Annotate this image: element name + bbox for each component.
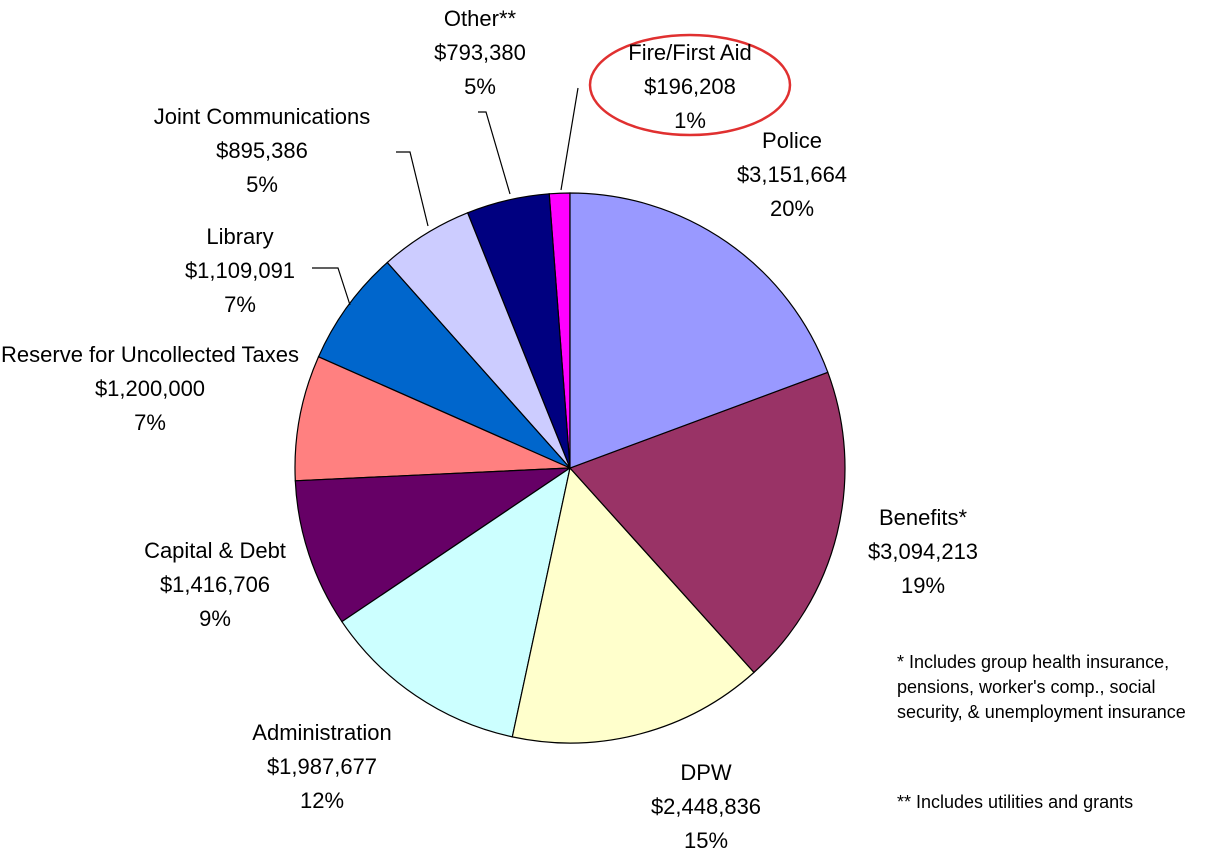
- category-label: DPW: [680, 760, 732, 785]
- slice-label: Administration $1,987,677 12%: [192, 716, 452, 818]
- percent-label: 7%: [134, 410, 166, 435]
- slice: [317, 261, 571, 469]
- percent-label: 1%: [674, 108, 706, 133]
- leader-line: [560, 87, 579, 191]
- slice-label: Other** $793,380 5%: [380, 2, 580, 104]
- slice: [294, 356, 571, 482]
- value-label: $1,987,677: [266, 754, 378, 779]
- value-label: $3,151,664: [736, 162, 848, 187]
- category-label: Fire/First Aid: [628, 40, 752, 65]
- category-label: Administration: [252, 720, 392, 745]
- leader-line: [478, 111, 511, 195]
- leader-line: [396, 151, 429, 227]
- percent-label: 15%: [683, 828, 729, 853]
- slice-label: Reserve for Uncollected Taxes $1,200,000 7…: [0, 338, 300, 440]
- slice-label: Police $3,151,664 20%: [672, 124, 912, 226]
- footnote: ** Includes utilities and grants: [897, 792, 1134, 812]
- percent-label: 5%: [464, 74, 496, 99]
- value-label: $196,208: [644, 74, 736, 99]
- highlight-circle: [588, 33, 792, 137]
- slice: [341, 466, 571, 738]
- slice-label: Fire/First Aid $196,208 1%: [590, 36, 790, 138]
- category-label: Police: [762, 128, 822, 153]
- slice: [294, 467, 573, 623]
- value-label: $1,416,706: [159, 572, 271, 597]
- category-label: Joint Communications: [153, 104, 371, 129]
- category-label: Benefits*: [878, 505, 968, 530]
- value-label: $2,448,836: [650, 794, 762, 819]
- footnote: * Includes group health insurance, pensi…: [897, 652, 1186, 722]
- percent-label: 9%: [199, 606, 231, 631]
- slice: [511, 466, 755, 744]
- value-label: $3,094,213: [867, 539, 979, 564]
- category-label: Library: [206, 224, 274, 249]
- slice-label: Joint Communications $895,386 5%: [112, 100, 412, 202]
- percent-label: 12%: [299, 788, 345, 813]
- percent-label: 7%: [224, 292, 256, 317]
- leader-line: [312, 267, 351, 306]
- slice-label: DPW $2,448,836 15%: [586, 756, 826, 858]
- slice: [569, 192, 829, 469]
- category-label: Other**: [443, 6, 517, 31]
- value-label: $793,380: [434, 40, 526, 65]
- value-label: $1,200,000: [94, 376, 206, 401]
- leader-lines: [312, 87, 579, 306]
- value-label: $895,386: [216, 138, 308, 163]
- percent-label: 5%: [246, 172, 278, 197]
- slice-label: Capital & Debt $1,416,706 9%: [95, 534, 335, 636]
- slice: [568, 371, 846, 674]
- value-label: $1,109,091: [184, 258, 296, 283]
- percent-label: 20%: [769, 196, 815, 221]
- slice-label: Library $1,109,091 7%: [120, 220, 360, 322]
- percent-label: 19%: [900, 573, 946, 598]
- slice-label: Benefits* $3,094,213 19%: [803, 501, 1043, 603]
- category-label: Capital & Debt: [144, 538, 286, 563]
- category-label: Reserve for Uncollected Taxes: [1, 342, 299, 367]
